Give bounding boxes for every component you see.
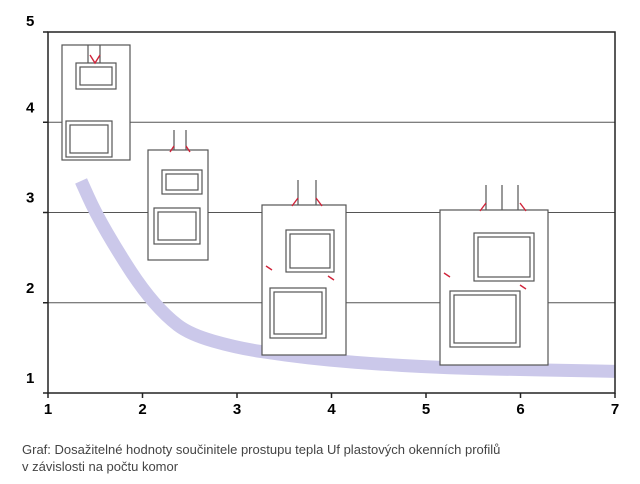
- y-tick-label-3: 3: [26, 190, 34, 207]
- caption-line-1: Graf: Dosažitelné hodnoty součinitele pr…: [22, 442, 501, 457]
- x-tick-label-7: 7: [611, 401, 619, 418]
- profile-illustration-2-chambers: [61, 44, 131, 161]
- y-tick-label-2: 2: [26, 280, 34, 297]
- profile-illustration-3-chambers: [147, 130, 209, 261]
- x-tick-label-2: 2: [138, 401, 146, 418]
- x-tick-label-3: 3: [233, 401, 241, 418]
- x-tick-label-6: 6: [516, 401, 524, 418]
- y-tick-label-4: 4: [26, 99, 35, 116]
- profile-illustration-4-chambers: [261, 180, 347, 356]
- x-tick-label-5: 5: [422, 401, 430, 418]
- y-tick-label-1: 1: [26, 370, 34, 387]
- y-tick-label-5: 5: [26, 13, 34, 30]
- caption-line-2: v závislosti na počtu komor: [22, 459, 179, 474]
- profile-illustration-6-chambers: [439, 185, 549, 366]
- x-tick-label-1: 1: [44, 401, 52, 418]
- figure-caption: Graf: Dosažitelné hodnoty součinitele pr…: [22, 441, 622, 475]
- window-profiles: [61, 44, 549, 366]
- tick-labels: 1 2 3 4 5 6 7 1 2 3 4 5: [26, 13, 619, 418]
- chart: 1 2 3 4 5 6 7 1 2 3 4 5: [26, 13, 619, 418]
- x-tick-label-4: 4: [327, 401, 336, 418]
